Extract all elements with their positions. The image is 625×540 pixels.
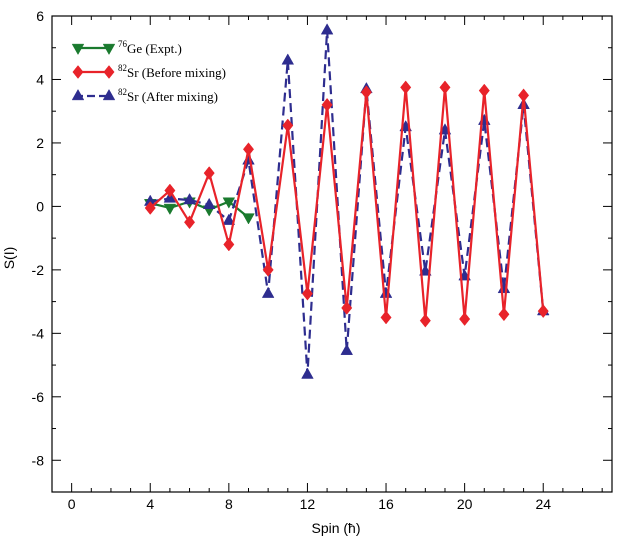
x-tick-label: 4 xyxy=(146,496,154,512)
data-point-sr82-before-mixing xyxy=(301,286,313,301)
y-tick-label: 2 xyxy=(36,135,44,151)
data-point-ge76-expt xyxy=(163,203,177,215)
y-tick-label: -8 xyxy=(32,452,45,468)
data-point-sr82-before-mixing xyxy=(537,304,549,319)
data-point-sr82-before-mixing xyxy=(341,301,353,315)
x-tick-label: 8 xyxy=(225,496,233,512)
data-point-sr82-before-mixing xyxy=(203,166,215,180)
y-tick-label: 0 xyxy=(36,198,44,214)
data-point-sr82-before-mixing xyxy=(282,118,294,133)
data-point-sr82-before-mixing xyxy=(184,215,196,230)
data-point-sr82-after-mixing xyxy=(497,281,511,294)
data-point-sr82-before-mixing xyxy=(321,97,333,112)
data-point-sr82-before-mixing xyxy=(223,237,235,252)
x-tick-label: 24 xyxy=(535,496,551,512)
x-tick-label: 0 xyxy=(68,496,76,512)
x-axis-title: Spin (ħ) xyxy=(311,520,360,536)
data-point-sr82-before-mixing xyxy=(380,310,392,325)
y-tick-label: -6 xyxy=(32,389,45,405)
data-point-sr82-after-mixing xyxy=(261,286,275,298)
legend-marker-sr82-after-mixing xyxy=(71,88,85,101)
data-point-sr82-after-mixing xyxy=(340,343,354,355)
data-point-sr82-after-mixing xyxy=(419,264,432,276)
plot-frame xyxy=(51,15,613,493)
legend-marker-sr82-before-mixing xyxy=(72,65,84,79)
y-axis-title: S(I) xyxy=(1,247,17,270)
data-point-sr82-before-mixing xyxy=(459,312,471,326)
y-tick-label: -2 xyxy=(32,262,45,278)
data-point-sr82-after-mixing xyxy=(222,213,236,225)
x-tick-label: 12 xyxy=(300,496,316,512)
data-point-sr82-after-mixing xyxy=(379,286,393,298)
data-point-sr82-before-mixing xyxy=(262,262,274,277)
x-tick-label: 20 xyxy=(457,496,473,512)
data-point-sr82-before-mixing xyxy=(242,142,255,157)
y-tick-label: 6 xyxy=(36,8,44,24)
data-point-sr82-before-mixing xyxy=(360,85,372,100)
data-point-sr82-before-mixing xyxy=(400,80,412,95)
legend-label-ge76-expt: 76Ge (Expt.) xyxy=(118,39,182,56)
data-point-sr82-after-mixing xyxy=(320,23,334,35)
legend-label-sr82-before-mixing: 82Sr (Before mixing) xyxy=(118,63,226,80)
data-point-sr82-before-mixing xyxy=(478,83,490,98)
legend-marker-sr82-before-mixing xyxy=(103,65,115,79)
legend-marker-ge76-expt xyxy=(71,43,85,56)
data-point-ge76-expt xyxy=(242,213,255,225)
data-point-sr82-before-mixing xyxy=(144,201,156,215)
data-point-sr82-before-mixing xyxy=(498,307,510,322)
legend-label-sr82-after-mixing: 82Sr (After mixing) xyxy=(118,87,218,104)
data-point-sr82-after-mixing xyxy=(478,113,491,125)
data-point-sr82-after-mixing xyxy=(301,367,314,379)
legend-marker-ge76-expt xyxy=(102,43,116,56)
data-point-sr82-before-mixing xyxy=(164,183,176,198)
data-point-sr82-after-mixing xyxy=(202,197,216,209)
data-point-sr82-after-mixing xyxy=(281,53,295,65)
y-tick-label: 4 xyxy=(36,71,44,87)
data-point-sr82-before-mixing xyxy=(419,313,431,328)
data-point-sr82-before-mixing xyxy=(439,80,451,95)
data-point-sr82-after-mixing xyxy=(183,193,196,205)
x-tick-label: 16 xyxy=(378,496,394,512)
data-point-sr82-before-mixing xyxy=(518,88,530,103)
legend-marker-sr82-after-mixing xyxy=(102,88,116,101)
data-point-ge76-expt xyxy=(222,197,236,209)
y-tick-label: -4 xyxy=(32,325,45,341)
